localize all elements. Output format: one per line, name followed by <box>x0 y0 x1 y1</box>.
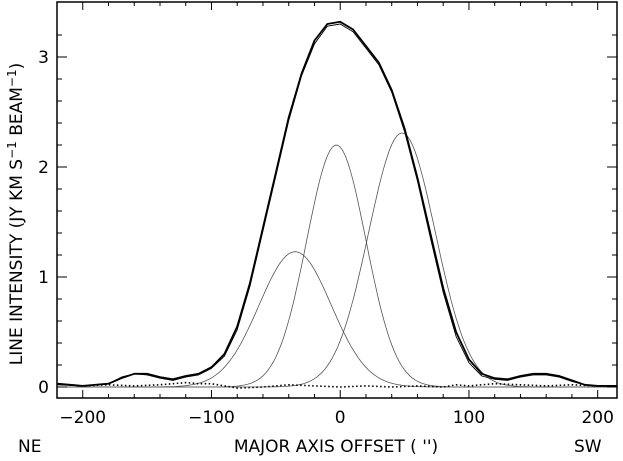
series-dotted-line <box>57 381 617 389</box>
x-tick-label: 0 <box>335 408 346 428</box>
y-axis-label: LINE INTENSITY (JY KM S−1 BEAM−1) <box>5 63 27 366</box>
direction-label-left: NE <box>18 437 41 457</box>
series-group <box>57 20 617 389</box>
x-tick-label: 100 <box>453 408 485 428</box>
y-tick-label: 1 <box>38 268 49 288</box>
plot-frame <box>56 1 618 399</box>
gaussian-component-3 <box>57 132 616 388</box>
x-tick-label: −100 <box>188 408 235 428</box>
y-axis-label-end: ) <box>7 63 27 70</box>
y-tick-label: 3 <box>38 48 49 68</box>
x-axis-label: MAJOR AXIS OFFSET ( '') <box>234 437 438 457</box>
ticks-layer: −200 −100 0 100 200 0 1 2 3 <box>38 2 617 428</box>
x-tick-label: 200 <box>581 408 613 428</box>
direction-label-right: SW <box>574 437 602 457</box>
y-axis-label-sup-1: −1 <box>5 141 19 159</box>
plot-layer <box>57 20 617 389</box>
y-axis-label-mid: BEAM <box>7 87 27 141</box>
y-axis-label-main: LINE INTENSITY (JY KM S <box>7 159 27 365</box>
series-thin-line <box>57 23 617 387</box>
y-tick-label: 0 <box>38 378 49 398</box>
y-tick-label: 2 <box>38 158 49 178</box>
series-thick-line <box>57 20 617 387</box>
x-tick-label: −200 <box>59 408 106 428</box>
y-axis-label-sup-2: −1 <box>5 69 19 87</box>
